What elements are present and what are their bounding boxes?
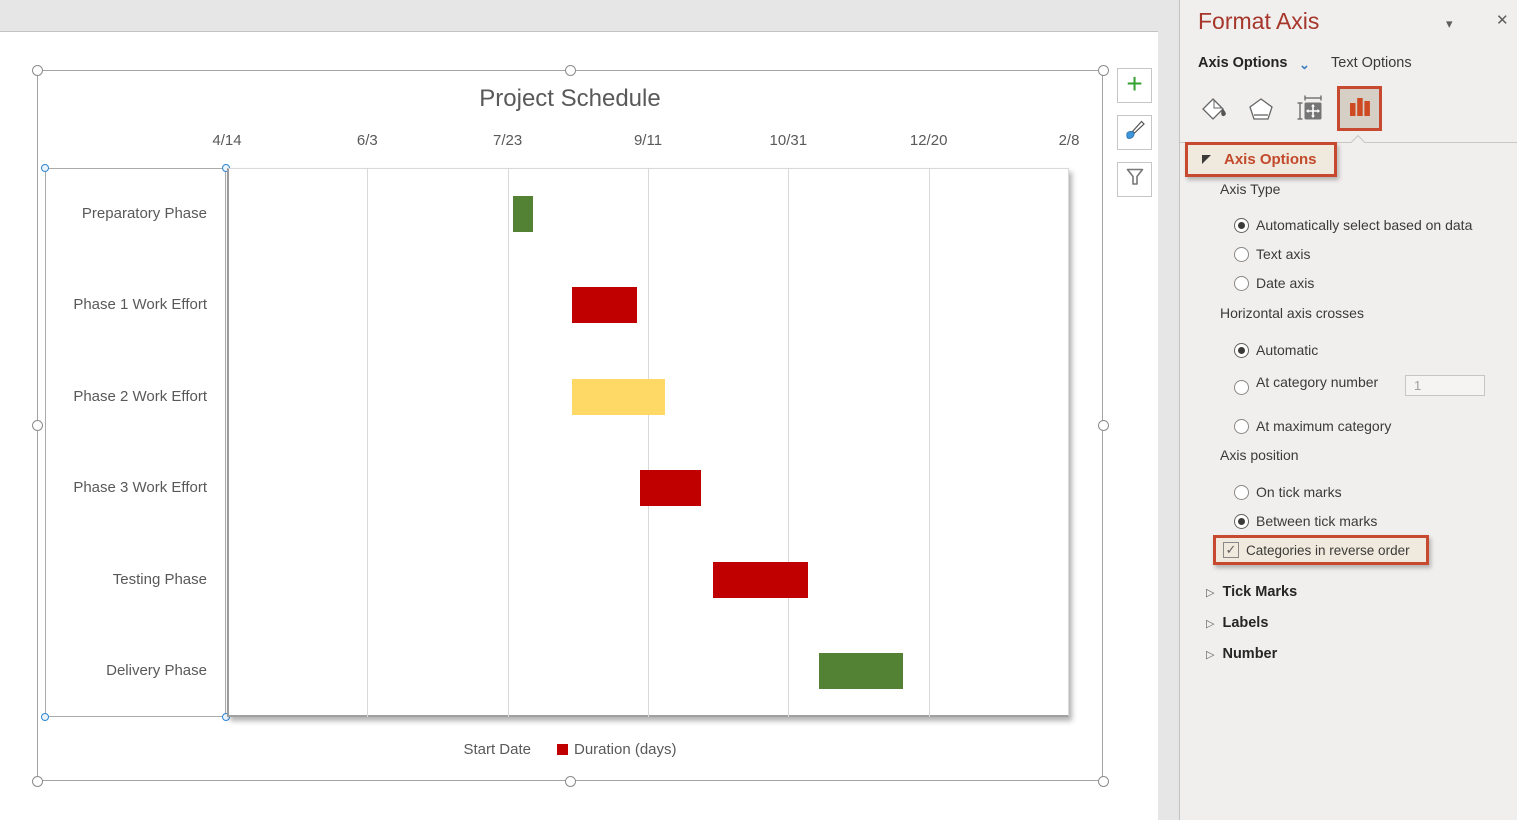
selection-handle-sw[interactable] — [31, 775, 43, 787]
gantt-bar[interactable] — [712, 561, 808, 598]
gantt-bar[interactable] — [572, 378, 665, 415]
radio-icon — [1234, 380, 1249, 395]
radio-icon — [1234, 217, 1249, 233]
pane-title: Format Axis — [1198, 8, 1320, 34]
chart-elements-button[interactable]: + — [1117, 68, 1152, 103]
radio-automatic[interactable]: Automatic — [1234, 342, 1318, 358]
expander-icon: ▷ — [1206, 586, 1215, 599]
category-axis-label[interactable]: Preparatory Phase — [81, 204, 207, 222]
radio-auto-select[interactable]: Automatically select based on data — [1234, 217, 1472, 233]
tab-text-options[interactable]: Text Options — [1331, 55, 1412, 71]
radio-icon — [1234, 246, 1249, 262]
legend-label-duration: Duration (days) — [573, 741, 677, 758]
categories-reverse-order-row[interactable]: ✓ Categories in reverse order — [1213, 535, 1429, 565]
ribbon-bottom-strip — [0, 0, 1180, 32]
legend-item-start-date[interactable]: Start Date — [463, 741, 531, 758]
checkbox-checked-icon[interactable]: ✓ — [1223, 542, 1239, 558]
chart-styles-button[interactable] — [1117, 115, 1152, 150]
radio-icon — [1234, 513, 1249, 529]
axis-handle-nw[interactable] — [41, 164, 49, 172]
legend-item-duration[interactable]: Duration (days) — [556, 741, 677, 758]
radio-between-tick-marks[interactable]: Between tick marks — [1234, 513, 1377, 529]
chart-axis-options-icon-selected[interactable] — [1337, 86, 1382, 131]
radio-text-axis[interactable]: Text axis — [1234, 246, 1310, 262]
pane-divider-notch — [1350, 134, 1366, 150]
section-tick-marks[interactable]: ▷ Tick Marks — [1206, 584, 1298, 600]
selection-handle-w[interactable] — [31, 419, 43, 431]
gantt-bar[interactable] — [819, 653, 904, 690]
value-axis-tick-label[interactable]: 9/11 — [633, 132, 663, 149]
section-collapse-triangle-icon — [1202, 155, 1211, 164]
funnel-icon — [1124, 166, 1146, 193]
chart-axis-options-icon — [1347, 94, 1373, 123]
expander-icon: ▷ — [1206, 648, 1215, 661]
major-gridline — [928, 168, 930, 717]
category-axis-label[interactable]: Delivery Phase — [106, 662, 207, 680]
gantt-bar[interactable] — [513, 195, 533, 232]
legend-label-start-date: Start Date — [463, 741, 531, 758]
category-axis-label[interactable]: Phase 3 Work Effort — [73, 479, 207, 497]
value-axis-tick-label[interactable]: 6/3 — [356, 132, 378, 149]
radio-on-tick-marks[interactable]: On tick marks — [1234, 484, 1342, 500]
category-number-input[interactable] — [1405, 375, 1485, 396]
section-number[interactable]: ▷ Number — [1206, 646, 1278, 662]
expander-icon: ▷ — [1206, 617, 1215, 630]
pane-dropdown-icon[interactable]: ▾ — [1446, 16, 1453, 31]
radio-at-category-number[interactable]: At category number — [1234, 370, 1386, 395]
axis-options-section-label: Axis Options — [1224, 151, 1317, 168]
radio-at-maximum-category[interactable]: At maximum category — [1234, 418, 1391, 434]
selection-handle-se[interactable] — [1097, 775, 1109, 787]
chevron-down-icon[interactable]: ⌄ — [1299, 57, 1310, 72]
horizontal-axis-crosses-heading: Horizontal axis crosses — [1220, 305, 1364, 321]
value-axis-tick-label[interactable]: 7/23 — [493, 132, 523, 149]
chart-title[interactable]: Project Schedule — [479, 85, 661, 112]
paintbrush-icon — [1124, 119, 1146, 146]
pane-divider — [1180, 142, 1517, 143]
radio-icon — [1234, 484, 1249, 500]
selection-handle-e[interactable] — [1097, 419, 1109, 431]
axis-options-section-header[interactable]: Axis Options — [1185, 142, 1337, 177]
major-gridline — [788, 168, 790, 717]
category-axis-label[interactable]: Phase 2 Work Effort — [73, 387, 207, 405]
gantt-bar[interactable] — [572, 287, 637, 324]
category-axis-label[interactable]: Phase 1 Work Effort — [73, 296, 207, 314]
axis-handle-sw[interactable] — [41, 713, 49, 721]
chart-filters-button[interactable] — [1117, 162, 1152, 197]
selection-handle-n[interactable] — [564, 64, 576, 76]
value-axis-tick-label[interactable]: 2/8 — [1058, 132, 1080, 149]
tab-axis-options[interactable]: Axis Options — [1198, 55, 1288, 71]
major-gridline — [648, 168, 649, 717]
category-axis-selection-box[interactable] — [45, 168, 226, 717]
major-gridline — [507, 168, 509, 717]
gantt-bar[interactable] — [639, 470, 702, 507]
section-labels[interactable]: ▷ Labels — [1206, 615, 1269, 631]
selection-handle-nw[interactable] — [31, 64, 43, 76]
close-icon[interactable]: ✕ — [1496, 12, 1509, 29]
value-axis-tick-label[interactable]: 10/31 — [769, 132, 808, 149]
major-gridline — [367, 168, 369, 717]
size-properties-icon[interactable] — [1292, 90, 1330, 128]
slide-margin-band — [1158, 0, 1180, 820]
effects-pentagon-icon[interactable] — [1242, 90, 1280, 128]
format-axis-pane: Format Axis ▾ ✕ Axis Options ⌄ Text Opti… — [1180, 0, 1517, 820]
plus-icon: + — [1126, 68, 1143, 99]
axis-type-heading: Axis Type — [1220, 181, 1281, 197]
legend-swatch-duration — [556, 744, 568, 755]
radio-date-axis[interactable]: Date axis — [1234, 275, 1314, 291]
selection-handle-ne[interactable] — [1097, 64, 1109, 76]
category-axis-label[interactable]: Testing Phase — [112, 570, 207, 588]
value-axis-tick-label[interactable]: 12/20 — [909, 132, 948, 149]
radio-icon — [1234, 418, 1249, 434]
selection-handle-s[interactable] — [564, 775, 576, 787]
value-axis-tick-label[interactable]: 4/14 — [212, 132, 242, 149]
axis-position-heading: Axis position — [1220, 447, 1299, 463]
fill-bucket-icon[interactable] — [1195, 90, 1233, 128]
axis-handle-se[interactable] — [222, 713, 230, 721]
radio-icon — [1234, 275, 1249, 291]
radio-icon — [1234, 342, 1249, 358]
chart-legend[interactable]: Start Date Duration (days) — [37, 741, 1103, 758]
